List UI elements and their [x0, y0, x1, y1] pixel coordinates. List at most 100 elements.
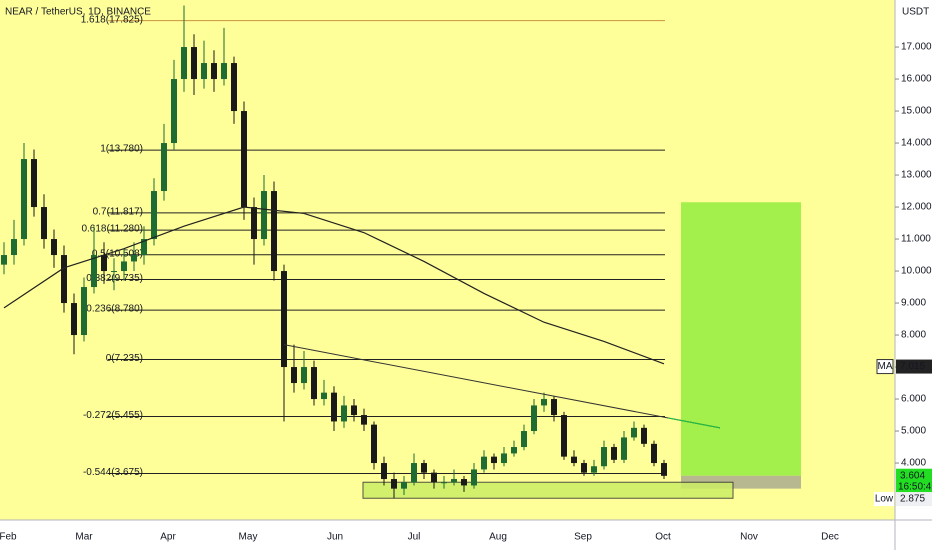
last-price-tag: [896, 468, 932, 493]
countdown: 16:50:42: [898, 481, 932, 492]
candle-body: [411, 463, 417, 483]
fib-label: 0.236(8.780): [86, 304, 143, 315]
fib-label: 0(7.235): [106, 353, 143, 364]
y-tick-label: 8.000: [901, 330, 926, 341]
ma-value: 7.015: [900, 361, 925, 372]
candle-body: [441, 482, 447, 484]
candle-body: [501, 453, 507, 464]
y-tick-label: 13.000: [901, 170, 932, 181]
ma-line: [3, 206, 665, 365]
candle-body: [171, 79, 177, 144]
trendline-extension: [667, 417, 721, 429]
x-tick-label: Sep: [574, 532, 592, 543]
low-tag: [874, 492, 894, 507]
y-tick-label: 15.000: [901, 106, 932, 117]
x-tick-label: Mar: [75, 532, 93, 543]
ma-tag: [876, 359, 894, 375]
time-axis: [0, 520, 895, 550]
y-tick-label: 11.000: [901, 234, 931, 245]
candle-body: [461, 479, 467, 486]
candle-body: [251, 207, 257, 240]
candle-body: [431, 472, 437, 483]
candle-body: [611, 447, 617, 460]
candle-body: [561, 415, 567, 457]
candle-body: [121, 261, 127, 272]
candle-body: [41, 207, 47, 240]
candle-body: [401, 482, 407, 489]
y-tick-label: 14.000: [901, 138, 932, 149]
fib-label: 0.382(9.735): [86, 273, 143, 284]
candle-body: [261, 191, 267, 240]
candle-body: [281, 271, 287, 368]
x-tick-label: May: [239, 532, 258, 543]
y-tick-label: 16.000: [901, 74, 932, 85]
price-axis: [895, 0, 932, 550]
candle-body: [51, 239, 57, 256]
fib-label: 0.7(11.817): [93, 207, 143, 218]
x-tick-label: Apr: [160, 532, 176, 543]
support-zone: [362, 481, 734, 499]
candle-body: [11, 239, 17, 256]
candle-body: [271, 191, 277, 272]
candle-body: [521, 431, 527, 448]
candle-body: [541, 399, 547, 406]
candle-body: [61, 255, 67, 304]
candle-body: [221, 63, 227, 80]
y-tick-label: 4.000: [901, 458, 926, 469]
x-tick-label: Aug: [489, 532, 507, 543]
candle-body: [181, 47, 187, 80]
low-value: 2.875: [900, 494, 925, 505]
x-tick-label: Dec: [821, 532, 839, 543]
candle-body: [551, 399, 557, 416]
candle-body: [471, 469, 477, 486]
fib-label: -0.272(5.455): [83, 410, 143, 421]
candle-body: [451, 479, 457, 483]
fib-label: 1.618(17.825): [81, 14, 143, 25]
ma-price-tag: [896, 359, 932, 374]
candle-body: [191, 47, 197, 80]
candle-body: [241, 111, 247, 208]
x-tick-label: Nov: [740, 532, 758, 543]
candle-body: [631, 427, 637, 438]
candle-body: [481, 456, 487, 470]
candle-body: [361, 415, 367, 425]
y-tick-label: 6.000: [901, 394, 926, 405]
y-tick-label: 17.000: [901, 42, 932, 53]
candle-body: [211, 63, 217, 80]
candle-body: [621, 437, 627, 460]
candle-body: [141, 239, 147, 256]
candle-body: [91, 255, 97, 288]
candle-body: [111, 271, 117, 273]
candle-body: [301, 367, 307, 384]
candle-body: [231, 63, 237, 112]
candle-body: [421, 463, 427, 473]
candle-body: [101, 255, 107, 272]
fib-label: 1(13.780): [100, 144, 143, 155]
last-price: 3.604: [900, 470, 925, 481]
candle-body: [331, 392, 337, 422]
candle-body: [491, 456, 497, 464]
candle-body: [601, 447, 607, 467]
y-tick-label: 10.000: [901, 266, 932, 277]
candle-body: [131, 255, 137, 262]
y-tick-label: 5.000: [901, 426, 926, 437]
target-zone: [681, 202, 801, 476]
candle-body: [661, 463, 667, 476]
candle-body: [511, 447, 517, 454]
candle-body: [571, 456, 577, 464]
candle-body: [311, 367, 317, 400]
candle-body: [151, 191, 157, 240]
candle-body: [321, 392, 327, 400]
candle-body: [71, 303, 77, 336]
y-tick-label: 9.000: [901, 298, 926, 309]
candle-body: [161, 143, 167, 192]
candle-body: [291, 367, 297, 384]
candle-body: [201, 63, 207, 80]
y-tick-label: 12.000: [901, 202, 932, 213]
candle-body: [641, 427, 647, 444]
low-name: Low: [875, 494, 894, 505]
candle-body: [31, 159, 37, 208]
fib-label: -0.544(3.675): [83, 467, 143, 478]
candle-body: [341, 405, 347, 422]
